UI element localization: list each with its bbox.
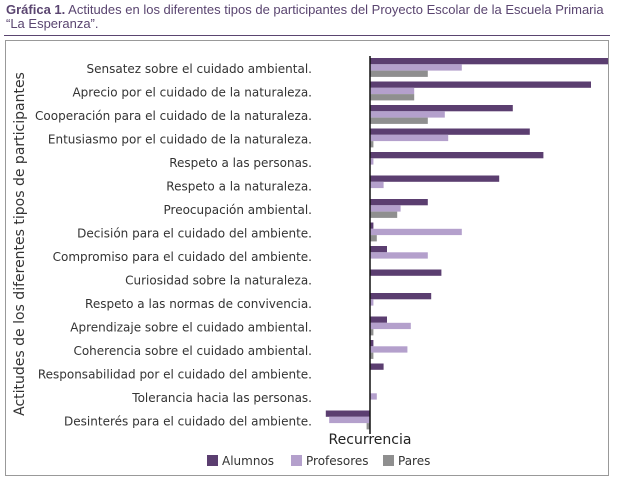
bar-alumnos: [370, 293, 432, 300]
category-label: Entusiasmo por el cuidado de la naturale…: [48, 133, 312, 147]
bar-alumnos: [325, 410, 370, 417]
legend-swatch-alumnos: [207, 455, 218, 466]
bar-profesores: [370, 134, 449, 142]
bar-alumnos: [370, 58, 608, 65]
bar-alumnos: [370, 128, 530, 135]
bar-profesores: [370, 322, 411, 330]
bar-alumnos: [370, 81, 591, 88]
legend-label-pares: Pares: [398, 454, 430, 468]
bar-pares: [370, 329, 374, 336]
category-label: Decisión para el cuidado del ambiente.: [77, 227, 312, 241]
figure-caption: Gráfica 1. Actitudes en los diferentes t…: [6, 3, 606, 31]
bar-pares: [366, 423, 370, 430]
bar-profesores: [370, 393, 377, 400]
legend-label-profesores: Profesores: [306, 454, 369, 468]
bar-profesores: [370, 181, 384, 189]
bar-alumnos: [370, 105, 513, 112]
bar-alumnos: [370, 152, 544, 159]
category-label: Preocupación ambiental.: [164, 203, 312, 217]
bar-pares: [370, 94, 415, 101]
category-label: Desinterés para el cuidado del ambiente.: [64, 415, 312, 429]
category-label: Responsabilidad por el cuidado del ambie…: [38, 368, 312, 382]
y-axis-title-group: Actitudes de los diferentes tipos de par…: [12, 72, 28, 416]
bar-pares: [370, 235, 377, 242]
category-label: Respeto a las normas de convivencia.: [85, 297, 312, 311]
bar-profesores: [370, 346, 408, 353]
bar-alumnos: [370, 246, 387, 253]
category-label: Coherencia sobre el cuidado ambiental.: [73, 344, 312, 358]
bar-pares: [370, 211, 398, 218]
bar-profesores: [370, 64, 462, 71]
category-label: Sensatez sobre el cuidado ambiental.: [87, 62, 313, 76]
bar-alumnos: [370, 199, 428, 206]
bar-alumnos: [370, 340, 374, 347]
bar-profesores: [370, 299, 374, 306]
caption-label: Gráfica 1.: [6, 2, 66, 17]
category-label: Respeto a las personas.: [169, 156, 312, 170]
category-label: Curiosidad sobre la naturaleza.: [125, 274, 312, 288]
legend-swatch-pares: [383, 455, 394, 466]
caption-text: Actitudes en los diferentes tipos de par…: [6, 2, 604, 31]
category-label: Aprendizaje sobre el cuidado ambiental.: [70, 321, 312, 335]
legend-label-alumnos: Alumnos: [222, 454, 274, 468]
chart-frame: [5, 40, 609, 476]
bar-alumnos: [370, 269, 442, 276]
y-axis-title: Actitudes de los diferentes tipos de par…: [12, 72, 28, 416]
bar-profesores: [329, 416, 370, 424]
legend-swatch-profesores: [291, 455, 302, 466]
category-label: Compromiso para el cuidado del ambiente.: [53, 250, 312, 264]
bar-alumnos: [370, 222, 374, 229]
bar-profesores: [370, 205, 401, 212]
bar-alumnos: [370, 316, 387, 323]
bar-alumnos: [370, 363, 384, 370]
category-label: Cooperación para el cuidado de la natura…: [35, 109, 312, 123]
bar-pares: [370, 70, 428, 77]
category-label: Tolerancia hacia las personas.: [131, 391, 312, 405]
bar-profesores: [370, 252, 428, 259]
category-label: Aprecio por el cuidado de la naturaleza.: [72, 86, 312, 100]
bar-profesores: [370, 158, 374, 165]
category-label: Respeto a la naturaleza.: [166, 180, 312, 194]
bar-alumnos: [370, 175, 500, 182]
bar-profesores: [370, 228, 462, 236]
caption-divider: [4, 35, 610, 36]
bar-profesores: [370, 87, 415, 95]
bar-pares: [370, 352, 374, 359]
x-axis-title: Recurrencia: [329, 432, 412, 448]
bar-pares: [370, 141, 374, 148]
bar-pares: [370, 117, 428, 124]
bar-profesores: [370, 111, 445, 118]
